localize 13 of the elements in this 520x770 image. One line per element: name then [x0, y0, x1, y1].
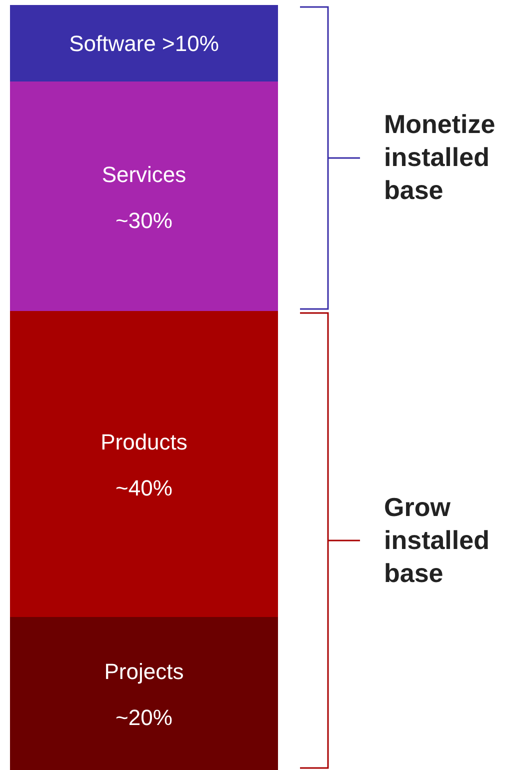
series-label: Products	[100, 430, 188, 454]
bar	[10, 311, 278, 617]
series-label: Services	[102, 162, 186, 187]
series-label: Projects	[104, 659, 184, 684]
data-label: ~40%	[116, 476, 172, 500]
data-label: ~20%	[116, 705, 172, 730]
bar	[10, 617, 278, 770]
text: Grow installed base	[384, 490, 490, 590]
data-label: ~30%	[116, 208, 172, 233]
bar	[10, 5, 278, 82]
bar	[10, 82, 278, 311]
text: Software >10%	[69, 30, 219, 56]
text: Monetize installed base	[384, 108, 496, 207]
